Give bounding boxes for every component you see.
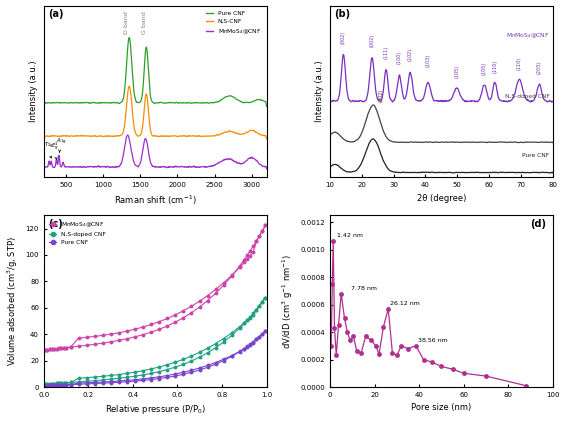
Text: (a): (a) [49, 9, 64, 19]
Text: 38.56 nm: 38.56 nm [418, 338, 448, 343]
Text: MnMoS$_4$@CNF: MnMoS$_4$@CNF [506, 32, 550, 40]
Text: (110): (110) [517, 57, 522, 70]
Y-axis label: dV/dD (cm$^3$ g$^{-1}$ nm$^{-1}$): dV/dD (cm$^3$ g$^{-1}$ nm$^{-1}$) [280, 254, 295, 349]
Text: $E^1_g$: $E^1_g$ [51, 141, 59, 160]
Text: (102): (102) [408, 48, 412, 62]
Text: $A_{1g}$: $A_{1g}$ [55, 137, 66, 152]
X-axis label: Pore size (nm): Pore size (nm) [411, 403, 472, 412]
Text: (105): (105) [454, 65, 459, 78]
Text: (103): (103) [425, 54, 431, 68]
X-axis label: Relative pressure (P/P$_0$): Relative pressure (P/P$_0$) [105, 403, 206, 417]
Text: (c): (c) [49, 219, 63, 229]
Text: Pure CNF: Pure CNF [523, 152, 550, 157]
X-axis label: Raman shift (cm$^{-1}$): Raman shift (cm$^{-1}$) [114, 194, 197, 207]
Text: D band: D band [124, 11, 129, 34]
Text: (002): (002) [370, 34, 375, 47]
Text: (d): (d) [530, 219, 546, 229]
Text: N,S-doped CNF: N,S-doped CNF [505, 94, 550, 99]
Text: (b): (b) [334, 9, 351, 19]
Y-axis label: Volume adsorbed (cm$^3$/g, STP): Volume adsorbed (cm$^3$/g, STP) [6, 236, 20, 366]
Text: $T_{2g}$: $T_{2g}$ [44, 141, 54, 158]
Y-axis label: Intensity (a.u.): Intensity (a.u.) [315, 61, 324, 122]
Text: 7.78 nm: 7.78 nm [351, 286, 377, 290]
Text: (203): (203) [537, 61, 542, 74]
Text: 26.12 nm: 26.12 nm [390, 300, 420, 306]
Text: G band: G band [142, 11, 147, 34]
Legend: Pure CNF, N,S-CNF, MnMoS$_4$@CNF: Pure CNF, N,S-CNF, MnMoS$_4$@CNF [204, 8, 264, 38]
Text: 1.42 nm: 1.42 nm [337, 233, 363, 238]
Text: (111): (111) [384, 46, 389, 60]
X-axis label: 2θ (degree): 2θ (degree) [416, 194, 466, 203]
Text: (100): (100) [397, 51, 402, 64]
Legend: MnMoS$_4$@CNF, N,S-doped CNF, Pure CNF: MnMoS$_4$@CNF, N,S-doped CNF, Pure CNF [47, 218, 108, 248]
Text: (110): (110) [492, 60, 497, 73]
Y-axis label: Intensity (a.u.): Intensity (a.u.) [29, 61, 38, 122]
Text: (002): (002) [341, 31, 346, 44]
Text: (002): (002) [379, 89, 384, 102]
Text: (105): (105) [482, 62, 487, 75]
